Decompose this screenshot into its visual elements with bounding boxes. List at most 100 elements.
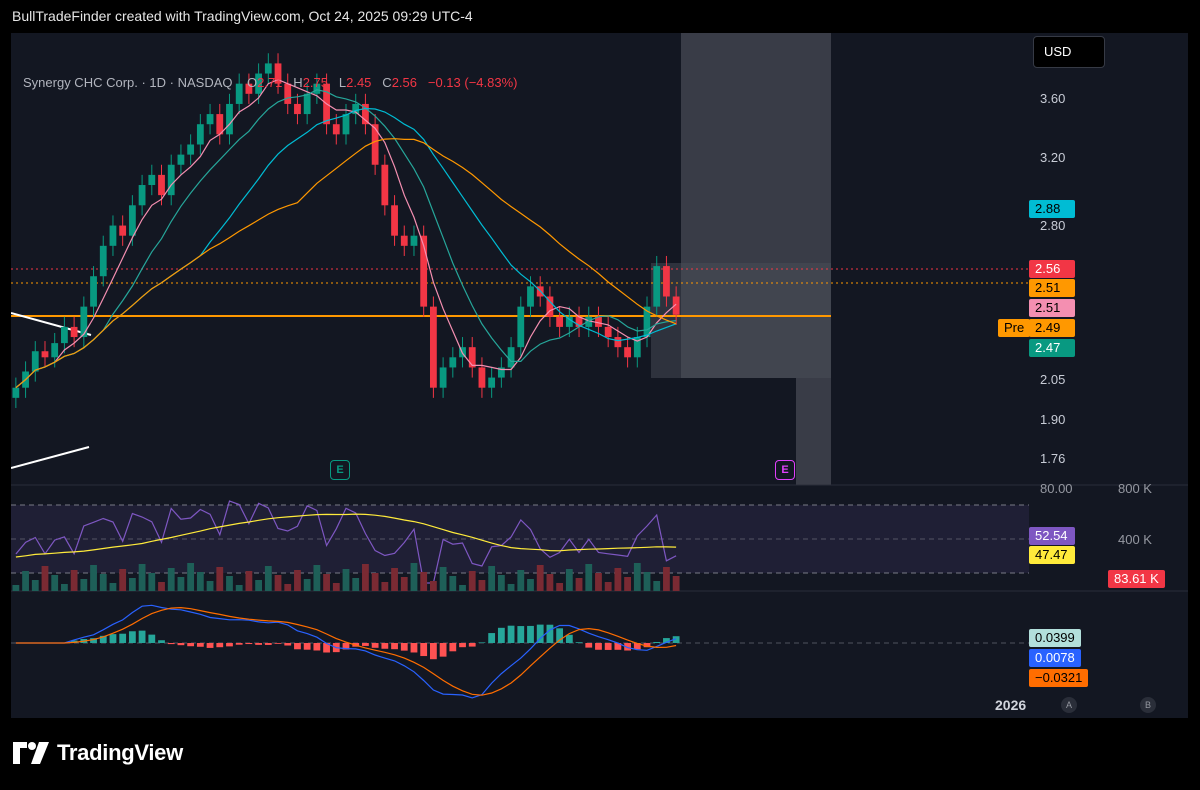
candle — [303, 93, 311, 115]
rsi-ma-tag: 47.47 — [1029, 546, 1075, 564]
chart-canvas[interactable] — [11, 33, 1188, 718]
candle — [371, 124, 379, 165]
volume-bar — [294, 570, 301, 591]
price-axis-label: 2.80 — [1040, 218, 1066, 233]
volume-axis-label: 800 K — [1118, 481, 1152, 496]
volume-bar — [90, 565, 97, 591]
candle — [643, 306, 651, 338]
macd-line — [15, 604, 677, 699]
candle — [507, 347, 515, 368]
macd-histogram-bar — [633, 643, 641, 650]
volume-bar — [449, 576, 457, 591]
macd-histogram-bar — [585, 643, 593, 648]
legend-close-key: C — [382, 75, 392, 90]
volume-bar — [187, 563, 195, 591]
macd-histogram-bar — [381, 643, 389, 649]
chart-panel[interactable]: Synergy CHC Corp. · 1D · NASDAQ O2.71 H2… — [11, 33, 1188, 718]
macd-histogram-bar — [264, 643, 272, 645]
auto-scale-button[interactable]: A — [1061, 697, 1077, 713]
legend-high-key: H — [293, 75, 303, 90]
macd-histogram-bar — [158, 640, 165, 643]
macd-histogram-bar — [148, 634, 156, 643]
macd-histogram-bar — [226, 643, 233, 647]
legend-high: 2.75 — [302, 75, 328, 90]
volume-bar — [352, 578, 360, 591]
volume-bar — [633, 563, 641, 591]
candle — [400, 235, 408, 246]
earnings-icon[interactable]: E — [775, 460, 795, 480]
macd-histogram-bar — [410, 643, 418, 653]
macd-histogram-bar — [362, 643, 369, 646]
volume-bar — [517, 570, 525, 591]
macd-histogram-bar — [507, 625, 515, 643]
volume-bar — [371, 573, 379, 591]
volume-bar — [61, 584, 68, 591]
volume-bar — [420, 572, 428, 591]
volume-bar — [138, 564, 146, 591]
volume-bar — [643, 572, 651, 591]
macd-histogram-bar — [216, 643, 224, 648]
volume-bar — [216, 567, 224, 591]
macd-histogram-bar — [371, 643, 379, 648]
candle — [332, 124, 340, 135]
volume-bar — [303, 579, 311, 591]
candle — [488, 377, 496, 388]
macd-histogram-bar — [206, 643, 214, 648]
volume-bar — [245, 571, 253, 591]
volume-bar — [342, 569, 350, 591]
candle — [439, 367, 447, 388]
moving-average-line — [15, 78, 677, 389]
volume-bar — [128, 578, 136, 591]
moving-average-line — [15, 89, 677, 389]
volume-bar — [468, 571, 476, 591]
macd-histogram-bar — [167, 643, 175, 645]
candle — [633, 337, 641, 358]
volume-bar — [614, 568, 622, 591]
candle — [51, 343, 59, 358]
candle — [362, 103, 369, 125]
macd-histogram-bar — [187, 643, 195, 647]
macd-histogram-bar — [536, 624, 544, 643]
volume-bar — [546, 574, 554, 591]
macd-layer — [15, 604, 680, 699]
macd-histogram-bar — [604, 643, 612, 650]
price-axis-label: 3.60 — [1040, 91, 1066, 106]
price-axis-label: 1.76 — [1040, 451, 1066, 466]
candle — [352, 103, 360, 115]
candle — [624, 347, 631, 358]
rsi-line — [15, 500, 677, 584]
volume-profile-block — [651, 263, 831, 378]
volume-bar — [556, 583, 564, 591]
volume-bar — [410, 563, 418, 591]
candle — [527, 286, 534, 307]
volume-bar — [284, 584, 292, 591]
scale-button[interactable]: B — [1140, 697, 1156, 713]
volume-bar — [177, 577, 185, 591]
macd-histogram-bar — [99, 635, 107, 643]
volume-profile-tail — [796, 378, 831, 485]
volume-bar — [51, 575, 59, 591]
volume-bar — [332, 583, 340, 591]
macd-histogram-bar — [449, 643, 457, 652]
volume-bar — [604, 582, 612, 591]
symbol-legend[interactable]: Synergy CHC Corp. · 1D · NASDAQ O2.71 H2… — [23, 75, 518, 90]
currency-button[interactable]: USD — [1033, 36, 1105, 68]
volume-bar — [536, 565, 544, 591]
tradingview-brand[interactable]: TradingView — [13, 740, 183, 766]
macd-histogram-bar — [284, 643, 292, 646]
candle — [604, 326, 612, 338]
candle — [420, 235, 428, 307]
earnings-icon[interactable]: E — [330, 460, 350, 480]
volume-bar — [99, 574, 107, 591]
macd-histogram-bar — [313, 643, 321, 651]
candle — [274, 63, 282, 84]
candle — [61, 326, 68, 344]
candle — [206, 114, 214, 125]
candle — [410, 235, 418, 246]
candle — [187, 144, 195, 155]
volume-bar — [497, 575, 505, 591]
candle — [575, 316, 583, 327]
macd-histogram-bar — [303, 643, 311, 650]
volume-bar — [109, 583, 117, 591]
candle — [158, 174, 165, 196]
